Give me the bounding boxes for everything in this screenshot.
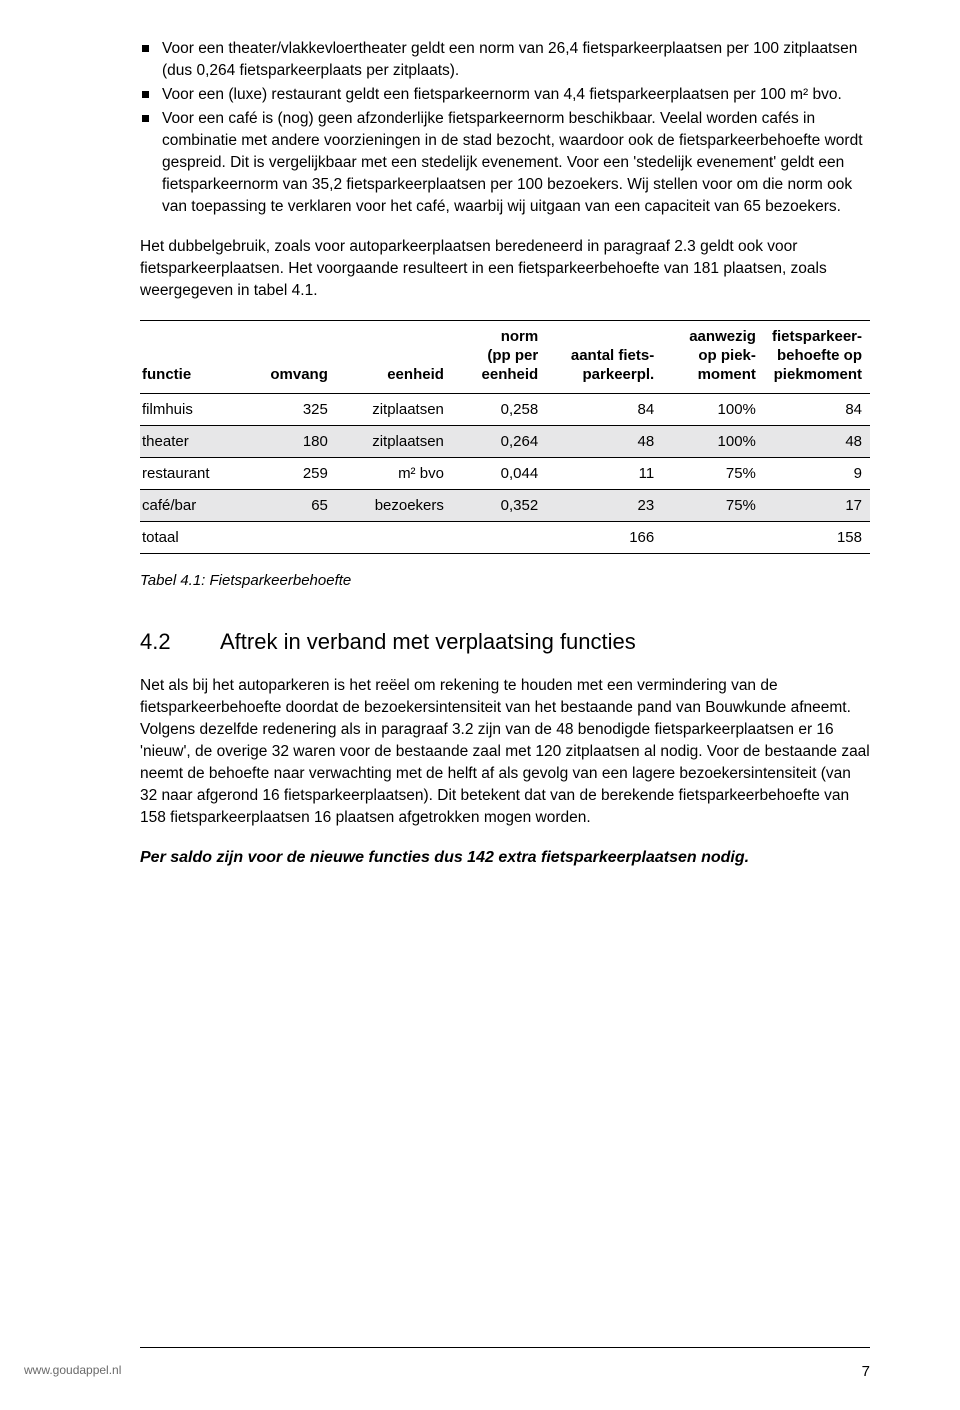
bullet-list: Voor een theater/vlakkevloertheater geld… — [140, 38, 870, 218]
paragraph: Net als bij het autoparkeren is het reëe… — [140, 675, 870, 829]
section-number: 4.2 — [140, 629, 180, 655]
table-row: restaurant 259 m² bvo 0,044 11 75% 9 — [140, 457, 870, 489]
cell: m² bvo — [336, 457, 452, 489]
th-norm: norm(pp pereenheid — [452, 321, 546, 394]
table-total-row: totaal 166 158 — [140, 521, 870, 553]
th-aanwezig: aanwezigop piek-moment — [662, 321, 764, 394]
cell: 84 — [764, 393, 870, 425]
cell: 0,258 — [452, 393, 546, 425]
cell: 9 — [764, 457, 870, 489]
cell: 166 — [546, 521, 662, 553]
paragraph: Het dubbelgebruik, zoals voor autoparkee… — [140, 236, 870, 302]
table-row: café/bar 65 bezoekers 0,352 23 75% 17 — [140, 489, 870, 521]
cell: 100% — [662, 393, 764, 425]
page-number: 7 — [862, 1363, 870, 1380]
cell: 17 — [764, 489, 870, 521]
cell: 48 — [764, 425, 870, 457]
cell: totaal — [140, 521, 249, 553]
cell: 180 — [249, 425, 336, 457]
th-aantal: aantal fiets-parkeerpl. — [546, 321, 662, 394]
cell: 259 — [249, 457, 336, 489]
table-caption: Tabel 4.1: Fietsparkeerbehoefte — [140, 572, 870, 589]
section-title: Aftrek in verband met verplaatsing funct… — [220, 629, 636, 655]
cell: 75% — [662, 489, 764, 521]
cell: filmhuis — [140, 393, 249, 425]
bullet-item: Voor een theater/vlakkevloertheater geld… — [140, 38, 870, 82]
table-row: theater 180 zitplaatsen 0,264 48 100% 48 — [140, 425, 870, 457]
cell: bezoekers — [336, 489, 452, 521]
cell: 65 — [249, 489, 336, 521]
cell: 75% — [662, 457, 764, 489]
cell: zitplaatsen — [336, 393, 452, 425]
footer-rule — [140, 1347, 870, 1348]
cell: 0,044 — [452, 457, 546, 489]
cell: zitplaatsen — [336, 425, 452, 457]
th-eenheid: eenheid — [336, 321, 452, 394]
cell: 158 — [764, 521, 870, 553]
fietsparkeer-table: functie omvang eenheid norm(pp pereenhei… — [140, 320, 870, 554]
table-row: filmhuis 325 zitplaatsen 0,258 84 100% 8… — [140, 393, 870, 425]
cell: 48 — [546, 425, 662, 457]
cell: 84 — [546, 393, 662, 425]
cell: restaurant — [140, 457, 249, 489]
footer-url: www.goudappel.nl — [24, 1363, 121, 1380]
cell: 0,264 — [452, 425, 546, 457]
bullet-item: Voor een café is (nog) geen afzonderlijk… — [140, 108, 870, 218]
th-omvang: omvang — [249, 321, 336, 394]
th-functie: functie — [140, 321, 249, 394]
cell: 0,352 — [452, 489, 546, 521]
cell: 325 — [249, 393, 336, 425]
th-behoefte: fietsparkeer-behoefte oppiekmoment — [764, 321, 870, 394]
page-footer: www.goudappel.nl 7 — [0, 1363, 960, 1380]
cell: 23 — [546, 489, 662, 521]
conclusion: Per saldo zijn voor de nieuwe functies d… — [140, 847, 870, 870]
cell: café/bar — [140, 489, 249, 521]
cell: theater — [140, 425, 249, 457]
cell: 100% — [662, 425, 764, 457]
section-heading: 4.2 Aftrek in verband met verplaatsing f… — [140, 629, 870, 655]
bullet-item: Voor een (luxe) restaurant geldt een fie… — [140, 84, 870, 106]
cell: 11 — [546, 457, 662, 489]
